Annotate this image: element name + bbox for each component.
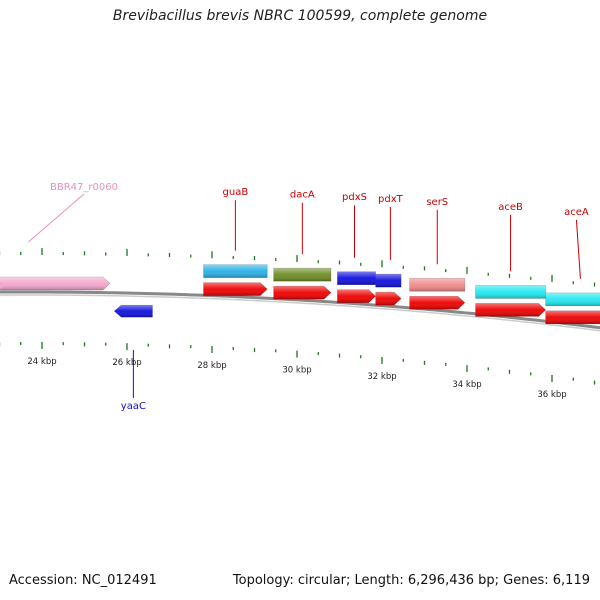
scale-label: 28 kbp [197, 361, 226, 371]
gene-arrow-minus-shade [114, 305, 153, 318]
gene-box-shade [409, 278, 465, 292]
leader-line [575, 219, 581, 279]
cds-arrow-shade [409, 296, 465, 310]
cds-arrow-shade [337, 289, 376, 303]
scale-label: 24 kbp [27, 357, 56, 367]
gene-box-shade [375, 274, 402, 288]
cds-arrow-shade [375, 292, 402, 306]
cds-arrow-shade [545, 310, 600, 324]
gene-label[interactable]: aceB [498, 202, 523, 213]
backbone-inner-line [0, 294, 600, 332]
gene-label[interactable]: yaaC [121, 401, 146, 412]
map-title: Brevibacillus brevis NBRC 100599, comple… [112, 8, 488, 24]
gene-box-shade [545, 292, 600, 306]
gene-label[interactable]: pdxS [342, 192, 367, 203]
gene-label[interactable]: BBR47_r0060 [50, 182, 118, 193]
scale-label: 32 kbp [367, 372, 396, 382]
scale-label: 30 kbp [282, 366, 311, 376]
cds-arrow-shade [203, 282, 268, 296]
tick-marks-top [0, 248, 596, 287]
gene-label[interactable]: serS [426, 197, 448, 208]
scale-label: 26 kbp [112, 358, 141, 368]
gene-box-shade [273, 268, 331, 282]
scale-label: 36 kbp [537, 390, 566, 400]
gene-label[interactable]: guaB [223, 187, 249, 198]
gene-box-shade [203, 264, 268, 278]
cds-arrow-shade [475, 303, 546, 317]
scale-label: 34 kbp [452, 380, 481, 390]
gene-arrow-shade [0, 277, 110, 291]
gene-box-shade [475, 285, 546, 299]
accession-text: Accession: NC_012491 [9, 573, 157, 588]
gene-label[interactable]: aceA [564, 207, 589, 218]
gene-label[interactable]: dacA [290, 190, 315, 201]
genome-summary-text: Topology: circular; Length: 6,296,436 bp… [232, 573, 590, 588]
gene-arrow-partial [0, 281, 5, 289]
tick-marks-bottom [0, 342, 596, 385]
leader-line [28, 193, 85, 243]
gene-box-shade [337, 271, 376, 285]
gene-label[interactable]: pdxT [378, 194, 404, 205]
backbone-outer-line [0, 290, 600, 330]
cds-arrow-shade [273, 286, 331, 300]
